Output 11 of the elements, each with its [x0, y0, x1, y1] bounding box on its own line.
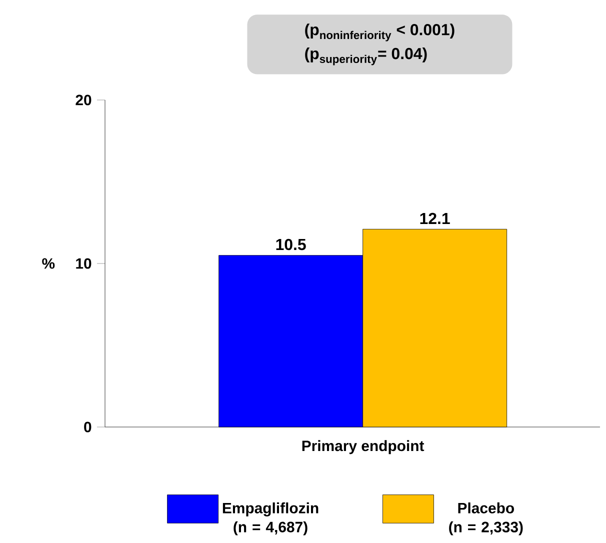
legend-label: Empagliflozin (n = 4,687) — [222, 502, 318, 536]
legend-label: Placebo (n = 2,333) — [449, 502, 523, 536]
text: $\text{(p}_{\text{noninferiority}}\text{ < 0.001)}$ — [305, 24, 454, 42]
data-label: 12.1 — [420, 212, 450, 224]
y-tick-label: 10 — [76, 258, 92, 269]
data-label: 10.5 — [276, 238, 306, 250]
y-tick-label: 0 — [84, 422, 92, 432]
y-tick-label: 20 — [76, 94, 92, 106]
text: $\text{(p}_{\text{superiority}}\text{= 0.04)}$ — [305, 48, 427, 66]
x-tick-label: Primary endpoint — [302, 440, 424, 454]
y-axis-title: % — [42, 258, 55, 269]
